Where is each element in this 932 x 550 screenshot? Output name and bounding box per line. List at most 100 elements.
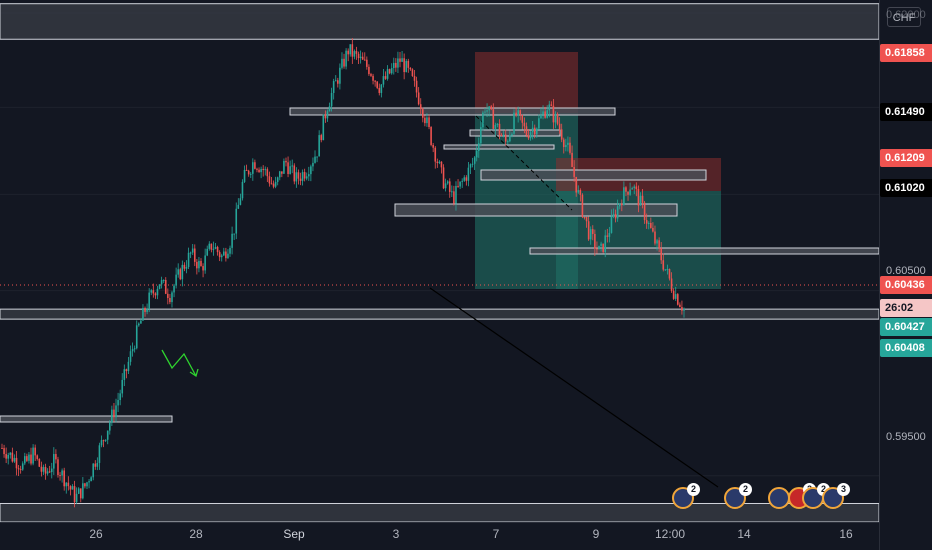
candle-body <box>100 440 103 446</box>
candle-body <box>310 166 312 175</box>
level-box <box>443 144 555 150</box>
candle-body <box>46 471 49 474</box>
candle-body <box>121 379 124 394</box>
time-tick: 16 <box>839 527 853 541</box>
candle-body <box>79 488 82 499</box>
currency-button[interactable]: CHF <box>887 7 921 27</box>
candle-body <box>631 188 633 190</box>
candle-body <box>231 233 233 248</box>
candle-body <box>621 203 623 206</box>
candle-body <box>191 248 194 253</box>
candle-body <box>417 92 420 105</box>
candle-body <box>542 111 544 115</box>
candle-body <box>11 452 14 462</box>
level-box <box>469 129 561 137</box>
last-price-label: 0.60436 <box>880 276 932 294</box>
event-count-badge: 2 <box>687 483 700 496</box>
candle-body <box>237 204 240 209</box>
candle-body <box>384 76 387 79</box>
candle-body <box>77 488 80 494</box>
candle-body <box>63 470 65 487</box>
candle-body <box>129 351 132 362</box>
economic-event-icon[interactable]: 3 <box>822 483 850 509</box>
candle-body <box>376 81 379 88</box>
candle-body <box>227 253 229 259</box>
stop-loss-zone <box>475 52 578 113</box>
candle-body <box>270 183 273 185</box>
candle-body <box>285 160 287 163</box>
candle-body <box>339 67 341 84</box>
candle-body <box>343 58 345 67</box>
countdown-label: 26:02 <box>880 299 932 317</box>
candle-body <box>140 320 142 324</box>
zone-rect <box>0 3 880 40</box>
candle-body <box>218 252 221 258</box>
candle-body <box>484 111 486 113</box>
economic-event-icon[interactable]: 2 <box>724 483 752 509</box>
candle-body <box>610 216 613 233</box>
candle-body <box>125 369 128 372</box>
candle-body <box>618 203 621 207</box>
candle-body <box>214 246 217 249</box>
candle-body <box>254 162 256 169</box>
candle-body <box>486 110 488 112</box>
candle-body <box>397 58 399 68</box>
candle-body <box>496 123 499 125</box>
candle-body <box>278 171 281 178</box>
candle-body <box>392 62 395 69</box>
candle-body <box>600 243 602 246</box>
candle-body <box>69 486 72 490</box>
candle-body <box>40 466 43 472</box>
economic-event-icon[interactable]: 2 <box>802 483 830 509</box>
candle-body <box>594 233 596 249</box>
candle-body <box>96 462 99 467</box>
candle-body <box>127 361 130 372</box>
candle-body <box>206 248 209 256</box>
candle-body <box>86 482 88 487</box>
candle-body <box>448 181 451 192</box>
candle-body <box>146 309 148 312</box>
candle-body <box>668 269 671 279</box>
candle-body <box>643 202 646 221</box>
candle-body <box>502 134 505 136</box>
bid-price-label: 0.60427 <box>880 318 932 336</box>
candle-body <box>204 255 206 271</box>
time-tick: 12:00 <box>654 527 686 541</box>
candle-body <box>676 294 679 305</box>
candle-body <box>569 142 571 153</box>
candle-body <box>415 80 418 93</box>
candle-body <box>144 307 146 312</box>
candle-body <box>266 169 269 177</box>
candle-body <box>229 247 231 254</box>
candle-body <box>102 440 105 442</box>
candle-body <box>490 106 493 110</box>
candle-body <box>511 133 513 136</box>
economic-event-icon[interactable] <box>768 487 790 509</box>
candle-body <box>349 44 352 55</box>
candle-body <box>587 221 590 240</box>
candle-body <box>647 222 650 224</box>
candle-body <box>247 170 250 175</box>
level-box <box>289 107 616 116</box>
time-tick: 26 <box>89 527 103 541</box>
candle-body <box>133 348 136 350</box>
candle-body <box>57 459 59 476</box>
candle-body <box>142 307 144 321</box>
candle-body <box>519 110 522 116</box>
candle-body <box>670 278 673 291</box>
level-price-label: 0.61490 <box>880 103 932 121</box>
candle-body <box>104 439 107 441</box>
candle-body <box>442 167 445 189</box>
candle-body <box>544 111 546 118</box>
candle-body <box>94 463 97 467</box>
candle-body <box>181 264 184 280</box>
candle-body <box>179 269 182 280</box>
candle-body <box>525 126 528 136</box>
candle-body <box>61 470 63 476</box>
candle-body <box>500 135 503 137</box>
candle-body <box>258 169 260 173</box>
candle-body <box>413 76 416 81</box>
projection-arrow <box>161 349 197 377</box>
economic-event-icon[interactable]: 2 <box>672 483 700 509</box>
